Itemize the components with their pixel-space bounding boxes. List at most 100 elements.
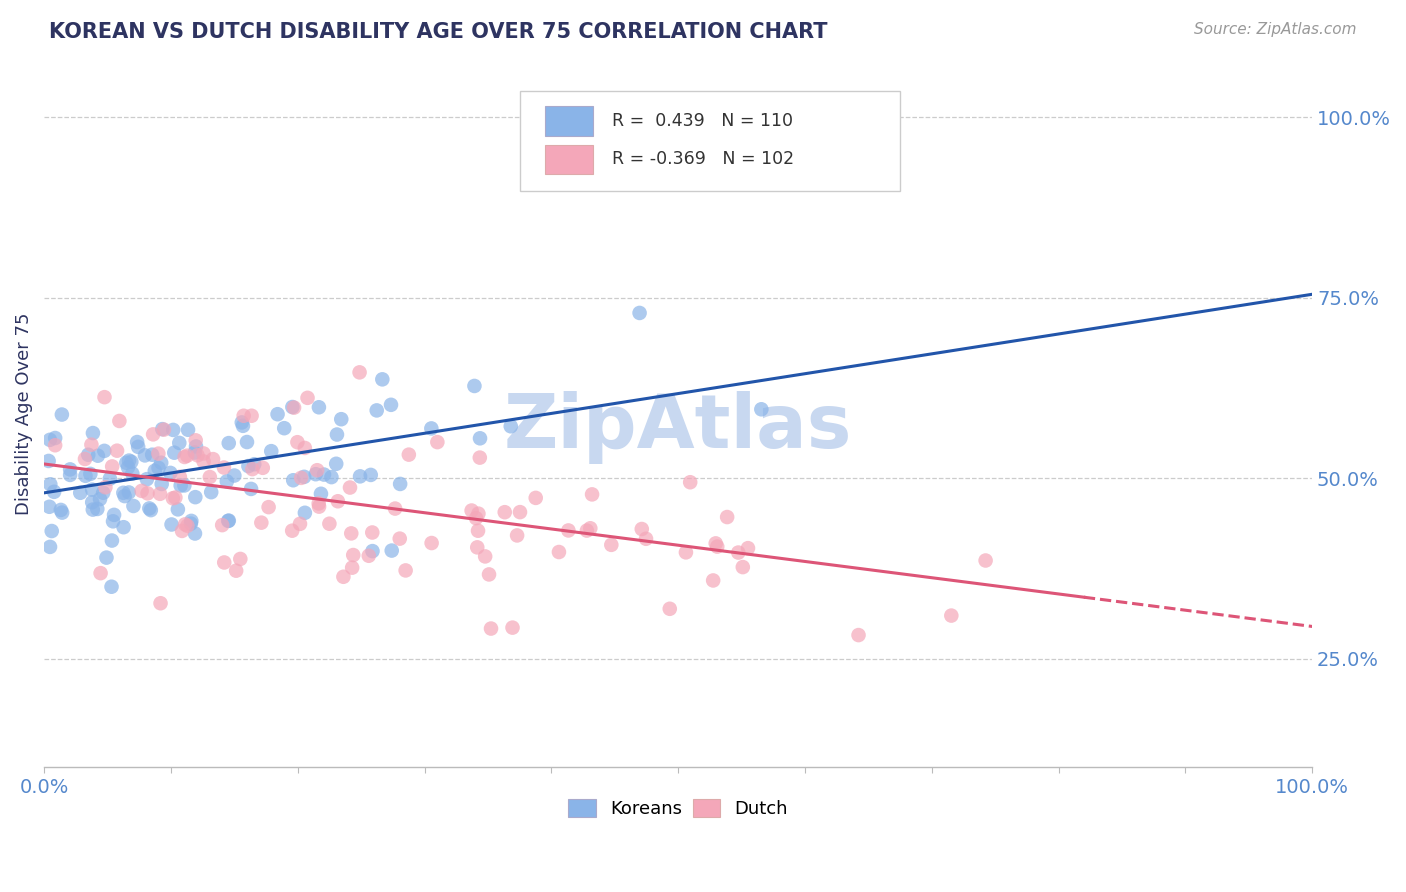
Point xyxy=(114,489,136,503)
Point xyxy=(308,496,330,510)
Point xyxy=(127,440,149,454)
Point xyxy=(173,450,195,464)
Point xyxy=(243,457,266,471)
Point xyxy=(460,503,482,517)
Point xyxy=(420,421,443,435)
Point xyxy=(135,472,157,486)
Point xyxy=(467,524,489,538)
Point xyxy=(184,490,207,504)
Point xyxy=(260,444,283,458)
Text: R = -0.369   N = 102: R = -0.369 N = 102 xyxy=(612,151,794,169)
Point xyxy=(169,470,191,484)
Point xyxy=(90,566,112,581)
Point xyxy=(101,514,124,528)
Point xyxy=(51,408,73,422)
Point xyxy=(467,507,489,521)
Point xyxy=(318,516,340,531)
Point xyxy=(292,470,315,484)
Point xyxy=(44,431,66,445)
Point xyxy=(273,421,295,435)
Point xyxy=(77,448,100,462)
Point xyxy=(321,470,343,484)
Point xyxy=(366,403,388,417)
Point xyxy=(675,545,697,559)
Point xyxy=(141,448,163,462)
Point xyxy=(177,423,200,437)
Point xyxy=(82,425,104,440)
Point xyxy=(127,435,149,450)
Text: ZipAtlas: ZipAtlas xyxy=(503,391,852,464)
Point xyxy=(121,467,143,481)
Point xyxy=(100,580,122,594)
Point xyxy=(380,398,402,412)
Point xyxy=(162,491,184,506)
Point xyxy=(165,491,187,505)
Point xyxy=(59,467,82,482)
Point xyxy=(281,400,304,414)
Point xyxy=(326,427,349,442)
Point xyxy=(75,468,97,483)
Point xyxy=(426,435,449,450)
Point xyxy=(202,452,225,467)
Point xyxy=(463,379,485,393)
Point xyxy=(281,524,304,538)
Point xyxy=(287,435,309,450)
Point xyxy=(217,514,239,528)
Point xyxy=(290,471,312,485)
Point xyxy=(479,622,502,636)
Point xyxy=(361,544,384,558)
Point xyxy=(148,461,170,475)
Point xyxy=(330,412,353,426)
Point xyxy=(309,487,332,501)
Point xyxy=(704,536,727,550)
Point xyxy=(180,514,202,528)
Point xyxy=(184,434,207,448)
Point xyxy=(138,501,160,516)
Point xyxy=(218,514,240,528)
Point xyxy=(389,477,412,491)
Point xyxy=(167,502,190,516)
Point xyxy=(502,621,524,635)
Text: Source: ZipAtlas.com: Source: ZipAtlas.com xyxy=(1194,22,1357,37)
Point xyxy=(169,436,191,450)
Point xyxy=(149,487,172,501)
Point xyxy=(89,492,111,507)
Point xyxy=(297,391,319,405)
Point xyxy=(69,485,91,500)
Point xyxy=(706,540,728,554)
Point xyxy=(727,545,749,559)
Point xyxy=(702,574,724,588)
Point xyxy=(174,517,197,532)
Point xyxy=(80,438,103,452)
Point xyxy=(160,517,183,532)
Point xyxy=(231,416,253,430)
Point xyxy=(148,447,170,461)
Point xyxy=(93,443,115,458)
Point xyxy=(252,460,274,475)
Point xyxy=(131,483,153,498)
Point xyxy=(342,548,364,562)
Point xyxy=(101,459,124,474)
Point xyxy=(118,453,141,467)
Point xyxy=(134,449,156,463)
Point xyxy=(384,501,406,516)
Point xyxy=(215,475,238,489)
Point xyxy=(250,516,273,530)
Point xyxy=(634,532,657,546)
Point xyxy=(162,423,184,437)
Point xyxy=(579,521,602,535)
Point xyxy=(575,524,598,538)
Point xyxy=(294,441,316,455)
Point xyxy=(600,538,623,552)
Point xyxy=(283,401,305,415)
Point xyxy=(394,563,416,577)
Point xyxy=(679,475,702,490)
Point xyxy=(41,524,63,538)
Point xyxy=(266,407,288,421)
Point xyxy=(238,459,260,474)
Point xyxy=(240,482,263,496)
Point xyxy=(283,473,305,487)
Point xyxy=(731,560,754,574)
Point xyxy=(229,552,252,566)
Point xyxy=(49,503,72,517)
